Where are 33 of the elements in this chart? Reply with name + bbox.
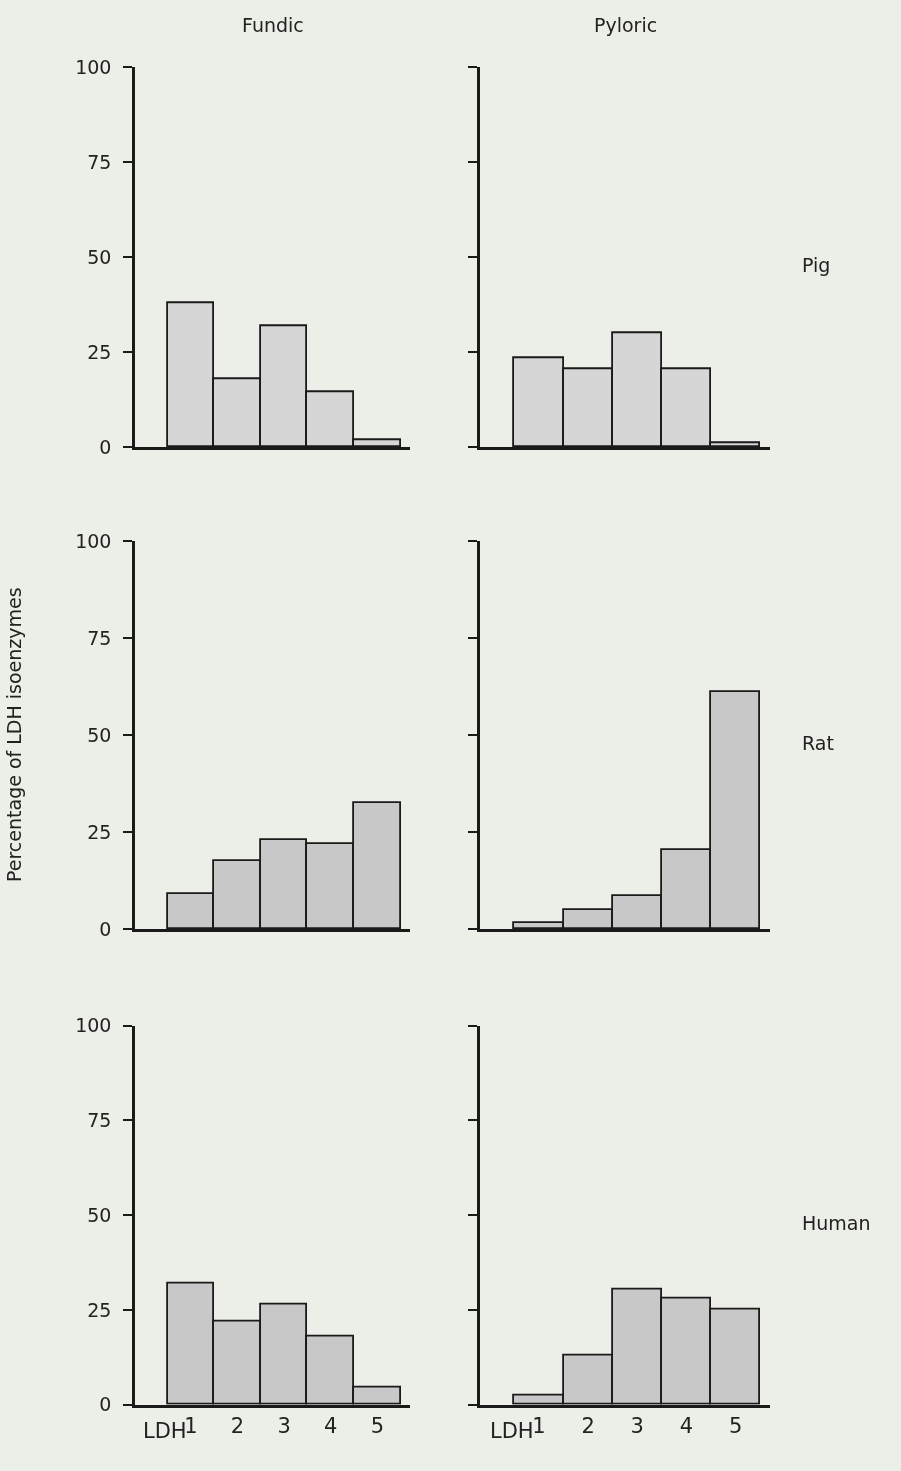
x-tick-label: 2 (581, 1413, 595, 1438)
x-axis-title: LDH (490, 1419, 534, 1443)
chart-title: Pyloric (594, 14, 658, 36)
y-tick-label: 25 (87, 340, 112, 363)
x-tick-label: 5 (728, 1413, 743, 1438)
y-tick-label: 0 (99, 1393, 112, 1416)
y-tick-label: 75 (87, 150, 112, 173)
x-tick-label: 3 (630, 1413, 644, 1438)
x-tick-label: 3 (277, 1413, 291, 1438)
x-tick-label: 4 (679, 1413, 694, 1438)
x-tick-label: 4 (324, 1413, 338, 1438)
y-tick-label: 100 (75, 529, 112, 552)
x-tick-label: 1 (532, 1413, 546, 1438)
text: Human (802, 1212, 871, 1234)
y-tick-label: 25 (87, 1298, 112, 1321)
chart-title: Fundic (242, 14, 304, 36)
y-tick-label: 75 (87, 1109, 112, 1132)
text: Rat (802, 732, 834, 754)
x-tick-label: 5 (370, 1413, 385, 1438)
y-tick-label: 25 (87, 820, 112, 843)
x-axis-title: LDH (143, 1419, 187, 1443)
x-tick-label: 2 (230, 1413, 245, 1438)
text: Pig (802, 254, 831, 276)
y-tick-label: 100 (75, 1014, 112, 1037)
y-axis-title: Percentage of LDH isoenzymes (2, 587, 25, 883)
y-tick-label: 50 (87, 245, 112, 268)
x-tick-label: 1 (184, 1413, 198, 1438)
y-tick-label: 50 (87, 1203, 112, 1226)
y-tick-label: 75 (87, 626, 112, 649)
y-tick-label: 50 (87, 723, 112, 746)
y-tick-label: 0 (99, 436, 112, 459)
y-tick-label: 0 (99, 917, 112, 940)
y-tick-label: 100 (75, 55, 112, 78)
